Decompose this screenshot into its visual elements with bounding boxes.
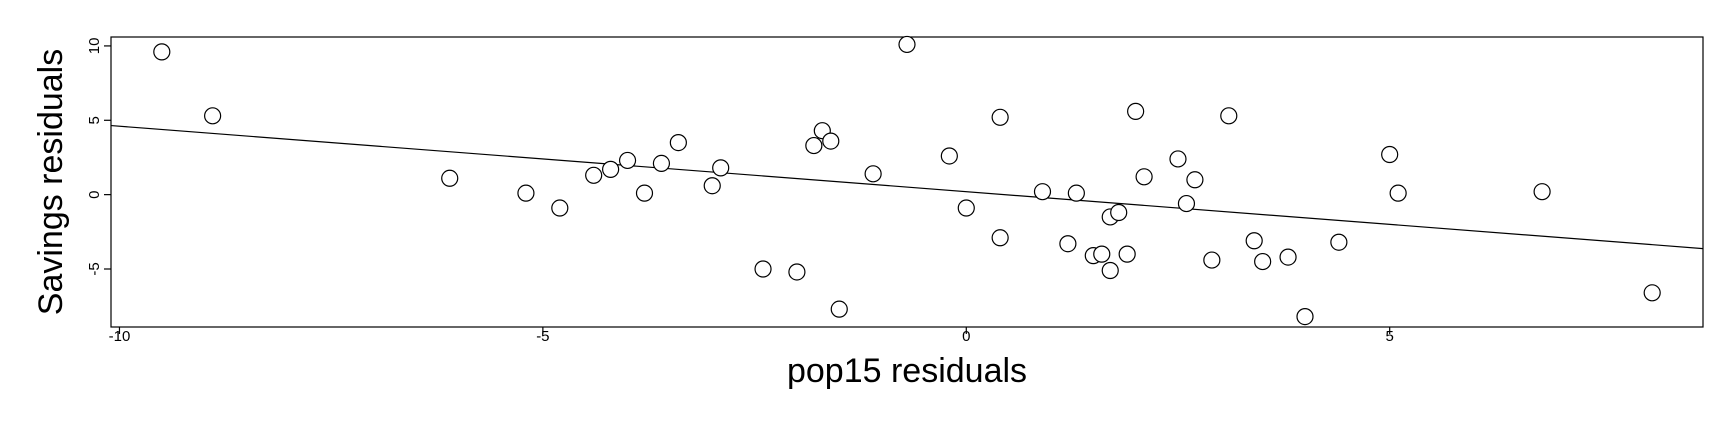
data-point-36 <box>1169 150 1187 168</box>
y-tick-label: 10 <box>86 38 103 55</box>
data-point-6 <box>602 160 620 178</box>
data-point-38 <box>1186 171 1204 189</box>
data-point-37 <box>1177 194 1196 213</box>
data-point-35 <box>1135 168 1153 186</box>
data-point-2 <box>441 169 459 187</box>
data-point-40 <box>1220 107 1238 125</box>
plot-frame <box>110 36 1704 328</box>
x-tick-label: 0 <box>962 328 970 345</box>
data-point-4 <box>551 199 569 217</box>
data-point-27 <box>1067 184 1085 202</box>
data-point-49 <box>1643 284 1661 302</box>
data-point-9 <box>652 154 671 173</box>
data-point-34 <box>1127 102 1145 120</box>
y-axis-title: Savings residuals <box>32 49 70 315</box>
data-point-23 <box>991 108 1009 126</box>
data-point-30 <box>1101 261 1119 280</box>
data-point-7 <box>618 151 637 170</box>
data-point-48 <box>1533 183 1551 201</box>
y-tick-label: 0 <box>86 190 103 198</box>
x-tick-label: 5 <box>1386 328 1394 345</box>
data-point-17 <box>822 132 840 150</box>
data-point-18 <box>830 300 848 318</box>
y-tick-label: 5 <box>86 116 103 124</box>
data-point-0 <box>153 43 171 61</box>
data-point-26 <box>1059 235 1077 253</box>
data-point-44 <box>1296 307 1314 326</box>
data-point-39 <box>1203 251 1221 269</box>
x-axis-ticks: -10 -5 0 5 <box>109 327 1394 345</box>
data-point-29 <box>1093 245 1111 263</box>
y-tick-label: -5 <box>86 262 103 275</box>
data-point-13 <box>754 260 772 278</box>
data-point-11 <box>703 177 721 195</box>
data-point-24 <box>991 229 1009 247</box>
data-point-41 <box>1245 232 1263 250</box>
data-point-1 <box>204 107 222 125</box>
data-point-46 <box>1381 145 1399 164</box>
data-point-43 <box>1279 248 1297 266</box>
data-point-21 <box>940 147 958 165</box>
data-point-22 <box>957 199 975 217</box>
data-point-47 <box>1389 184 1407 202</box>
data-point-5 <box>585 166 603 184</box>
data-point-45 <box>1330 233 1348 251</box>
data-point-19 <box>864 165 882 183</box>
data-point-10 <box>669 133 687 152</box>
data-point-25 <box>1033 183 1052 201</box>
x-tick-label: -10 <box>109 328 131 345</box>
data-point-3 <box>517 184 535 202</box>
data-point-20 <box>898 35 916 54</box>
y-axis-ticks: -5 0 5 10 <box>86 38 111 276</box>
data-point-32 <box>1110 203 1128 222</box>
data-point-14 <box>788 263 806 281</box>
data-point-8 <box>635 184 654 202</box>
data-point-15 <box>805 136 823 155</box>
x-axis-title: pop15 residuals <box>787 352 1027 390</box>
data-points <box>153 35 1661 326</box>
regression-line <box>110 124 1704 250</box>
data-point-12 <box>712 159 730 177</box>
x-tick-label: -5 <box>536 328 549 345</box>
data-point-33 <box>1118 245 1136 263</box>
data-point-42 <box>1254 252 1272 271</box>
